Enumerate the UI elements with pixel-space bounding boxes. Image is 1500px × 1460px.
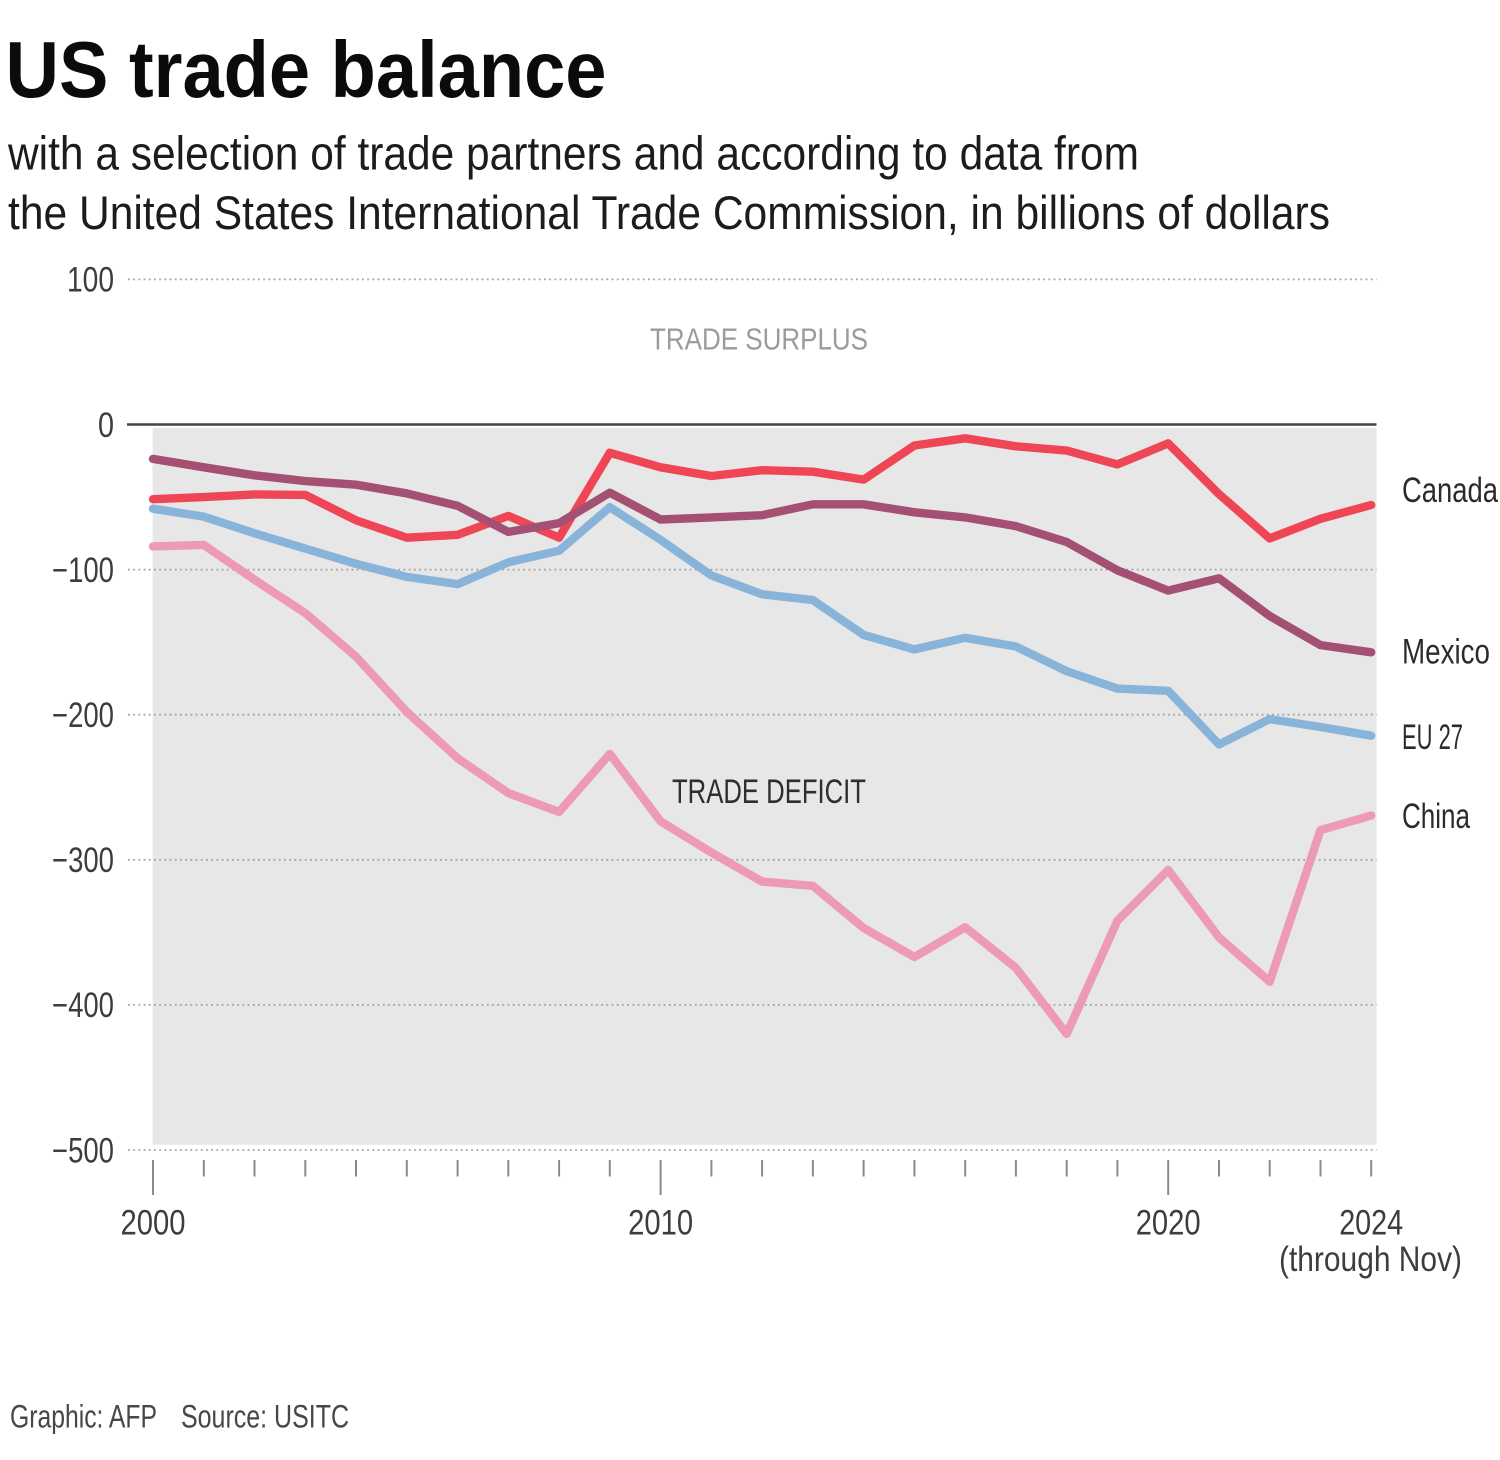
svg-text:100: 100 bbox=[67, 261, 114, 300]
svg-text:2000: 2000 bbox=[121, 1204, 186, 1243]
svg-text:Canada: Canada bbox=[1402, 471, 1498, 510]
svg-text:−200: −200 bbox=[52, 696, 114, 735]
svg-text:2010: 2010 bbox=[628, 1204, 693, 1243]
svg-text:2024: 2024 bbox=[1339, 1204, 1403, 1243]
svg-text:(through Nov): (through Nov) bbox=[1279, 1240, 1462, 1279]
svg-text:US trade balance: US trade balance bbox=[6, 25, 607, 114]
svg-text:China: China bbox=[1402, 797, 1470, 836]
svg-text:Mexico: Mexico bbox=[1402, 633, 1490, 672]
svg-text:0: 0 bbox=[98, 406, 114, 445]
svg-text:−400: −400 bbox=[52, 986, 114, 1025]
svg-text:with a selection of trade part: with a selection of trade partners and a… bbox=[7, 127, 1139, 180]
svg-text:−100: −100 bbox=[52, 551, 114, 590]
svg-text:the United States Internationa: the United States International Trade Co… bbox=[8, 186, 1330, 239]
svg-text:EU 27: EU 27 bbox=[1402, 718, 1463, 757]
svg-text:Source: USITC: Source: USITC bbox=[181, 1399, 349, 1435]
svg-text:2020: 2020 bbox=[1136, 1204, 1201, 1243]
svg-text:Graphic: AFP: Graphic: AFP bbox=[10, 1399, 157, 1435]
svg-text:−300: −300 bbox=[52, 841, 114, 880]
svg-text:TRADE DEFICIT: TRADE DEFICIT bbox=[672, 773, 866, 811]
svg-text:−500: −500 bbox=[52, 1131, 114, 1170]
svg-text:TRADE SURPLUS: TRADE SURPLUS bbox=[650, 322, 868, 357]
